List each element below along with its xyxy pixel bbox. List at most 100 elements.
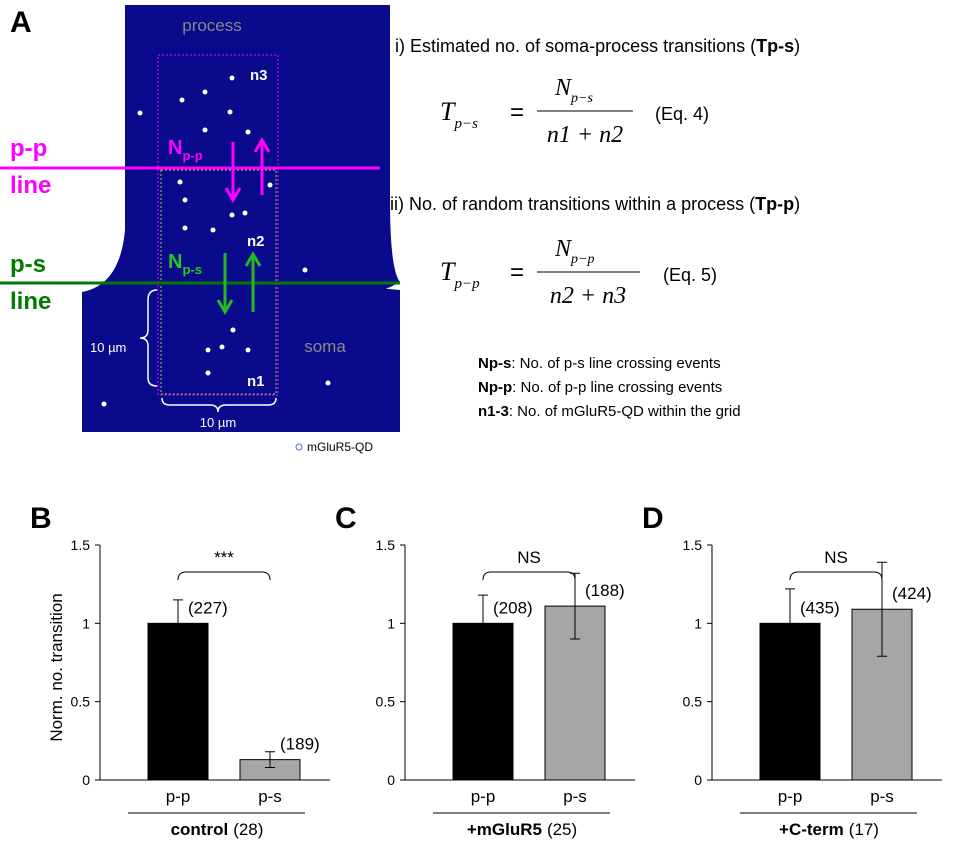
definition-text: : No. of p-p line crossing events [512, 379, 722, 396]
text: ii) No. of random transitions within a p… [390, 194, 755, 214]
group-name: +mGluR5 [467, 820, 542, 839]
n1-label: n1 [247, 373, 265, 390]
definition: Np-p: No. of p-p line crossing events [478, 379, 722, 396]
text: T [440, 257, 456, 286]
text: p−p [570, 252, 594, 267]
error-bar [173, 599, 183, 648]
x-tick-label: p-s [870, 787, 894, 806]
eq-heading: ii) No. of random transitions within a p… [390, 194, 800, 214]
panel-a: A process soma n3 n2 n1 Np-p Np-s p-p li… [0, 5, 400, 454]
group-label: +mGluR5 (25) [467, 820, 577, 839]
text: Tp-s [756, 36, 794, 56]
definition-text: : No. of p-s line crossing events [511, 355, 720, 372]
n3-label: n3 [250, 67, 268, 84]
annotation: (189) [280, 735, 320, 754]
eq-num: Np−p [554, 236, 594, 267]
pp-line-label: p-p [10, 135, 47, 162]
y-tick-label: 1.5 [71, 537, 91, 553]
x-tick-label: p-p [471, 787, 496, 806]
significance-bracket [177, 571, 271, 581]
text: T [440, 97, 456, 126]
panel-label: A [10, 6, 32, 39]
panel-label: B [30, 502, 52, 535]
text: N [554, 75, 573, 101]
cell-shape [82, 5, 400, 432]
y-tick-label: 0 [82, 772, 90, 788]
arrows [216, 137, 271, 315]
x-tick-label: p-p [166, 787, 191, 806]
eq-lhs: Tp−p [440, 257, 480, 292]
x-tick-label: p-s [563, 787, 587, 806]
y-tick-label: 1 [387, 615, 395, 631]
brace-h [161, 397, 277, 413]
text: p−p [453, 276, 480, 292]
legend-marker [295, 443, 303, 451]
nps-main: N [168, 251, 182, 273]
y-axis-label: Norm. no. transition [47, 593, 66, 741]
group-label: +C-term (17) [779, 820, 879, 839]
definition-term: n1-3 [478, 403, 509, 420]
definitions: Np-s: No. of p-s line crossing eventsNp-… [478, 355, 741, 420]
eq-heading: i) Estimated no. of soma-process transit… [395, 36, 800, 56]
x-tick-label: p-s [258, 787, 282, 806]
legend-label: mGluR5-QD [307, 440, 373, 454]
panel-label: C [335, 502, 357, 535]
nps-sub: p-s [182, 262, 202, 277]
text: i) Estimated no. of soma-process transit… [395, 36, 756, 56]
significance: NS [517, 548, 541, 567]
soma-label: soma [304, 337, 346, 356]
eq-den: n2 + n3 [550, 283, 626, 309]
definition: Np-s: No. of p-s line crossing events [478, 355, 721, 372]
y-tick-label: 1 [694, 615, 702, 631]
pp-line-label: line [10, 172, 51, 199]
group-n: (28) [233, 820, 263, 839]
qd-dots [101, 75, 331, 407]
text: ) [794, 194, 800, 214]
error-bar [478, 594, 488, 653]
y-tick-label: 0.5 [71, 694, 91, 710]
annotation: (424) [892, 584, 932, 603]
significance-bracket [482, 571, 576, 581]
group-name: +C-term [779, 820, 844, 839]
equals: = [510, 259, 524, 286]
eq-tag: (Eq. 4) [655, 104, 709, 124]
y-tick-label: 1.5 [376, 537, 396, 553]
annotation: (188) [585, 581, 625, 600]
y-tick-label: 0 [387, 772, 395, 788]
pp-grid [157, 54, 279, 396]
annotation: (227) [188, 598, 228, 617]
eq-tag: (Eq. 5) [663, 265, 717, 285]
group-n: (17) [849, 820, 879, 839]
error-bar [265, 751, 275, 768]
eq-num: Np−s [554, 75, 593, 106]
y-tick-label: 1 [82, 615, 90, 631]
ps-line-label: line [10, 288, 51, 315]
annotation: (208) [493, 598, 533, 617]
annotation: (435) [800, 598, 840, 617]
y-tick-label: 0 [694, 772, 702, 788]
eq-lhs: Tp−s [440, 97, 478, 132]
ps-line-label: p-s [10, 251, 46, 278]
definition-text: : No. of mGluR5-QD within the grid [509, 403, 741, 420]
significance: *** [214, 548, 234, 567]
npp-sub: p-p [182, 148, 202, 163]
npp-label: Np-p [168, 137, 203, 163]
text: N [554, 236, 573, 262]
bar [147, 622, 209, 781]
group-n: (25) [547, 820, 577, 839]
group-name: control [171, 820, 229, 839]
definition: n1-3: No. of mGluR5-QD within the grid [478, 403, 741, 420]
significance-bracket [789, 571, 883, 581]
text: p−s [570, 91, 593, 106]
npp-main: N [168, 137, 182, 159]
process-label: process [182, 16, 242, 35]
panel-label: D [642, 502, 664, 535]
group-label: control (28) [171, 820, 264, 839]
y-tick-label: 0.5 [376, 694, 396, 710]
definition-term: Np-s [478, 355, 511, 372]
significance: NS [824, 548, 848, 567]
error-bar [785, 588, 795, 659]
y-tick-label: 0.5 [683, 694, 703, 710]
scale-label: 10 µm [200, 415, 236, 430]
